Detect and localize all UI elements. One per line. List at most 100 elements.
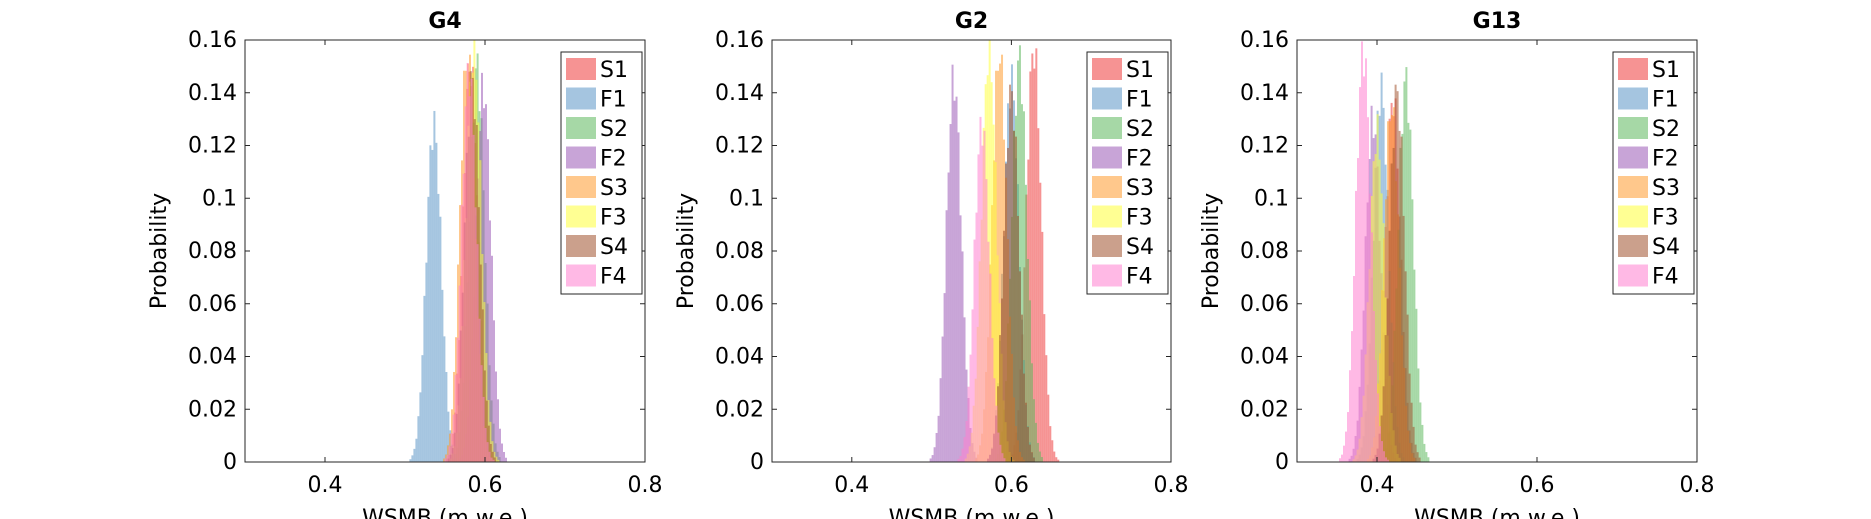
legend-swatch-f3 (566, 205, 596, 228)
histogram-bar (1024, 402, 1027, 462)
legend-swatch-s1 (566, 58, 596, 80)
histogram-bar (456, 337, 459, 462)
x-tick-label: 0.4 (308, 473, 343, 498)
histogram-bar (992, 124, 995, 463)
y-tick-label: 0.16 (188, 28, 237, 53)
histogram-bar (1026, 426, 1029, 462)
legend-swatch-f2 (1618, 146, 1648, 169)
histogram-bar (1394, 84, 1397, 462)
histogram-bar (1035, 48, 1038, 462)
histogram-bar (1371, 232, 1373, 462)
legend-label: S2 (1652, 117, 1680, 142)
y-tick-label: 0.06 (715, 292, 764, 317)
histogram-bar (1028, 444, 1031, 462)
histogram-bar (1419, 402, 1422, 462)
histogram-bar (933, 447, 936, 462)
histogram-bar (1355, 190, 1357, 462)
histogram-bar (439, 216, 442, 462)
histogram-bar (1349, 370, 1351, 462)
histogram-bar (419, 392, 422, 462)
histogram-bar (961, 448, 964, 462)
histogram-bar (1003, 458, 1006, 462)
y-tick-label: 0.04 (1240, 345, 1289, 370)
histogram-bar (1031, 53, 1034, 462)
histogram-bar (1022, 373, 1025, 462)
histogram-bar (499, 428, 501, 462)
histogram-bar (479, 264, 482, 462)
histogram-bar (1382, 386, 1385, 462)
histogram-bar (947, 172, 950, 462)
legend-swatch-s4 (1092, 235, 1122, 257)
histogram-bar (444, 458, 447, 462)
legend-label: F2 (1126, 147, 1153, 172)
histogram-bar (1367, 117, 1369, 462)
histogram-bar (1406, 314, 1409, 462)
legend-swatch-f3 (1092, 205, 1122, 228)
histogram-bar (458, 285, 461, 462)
legend-swatch-f1 (1092, 87, 1122, 110)
histogram-bar (989, 273, 992, 462)
histogram-bar (1392, 147, 1395, 462)
histogram-bar (957, 132, 960, 462)
histogram-bar (487, 139, 489, 463)
histogram-bar (437, 193, 440, 462)
histogram-bar (963, 317, 966, 462)
histogram-bar (462, 173, 465, 462)
histogram-bar (1353, 276, 1355, 462)
histogram-bar (1427, 457, 1430, 462)
histogram-bar (965, 421, 968, 462)
x-tick-label: 0.8 (1154, 473, 1189, 498)
histogram-bar (474, 207, 477, 462)
histogram-bar (1383, 451, 1385, 462)
legend-label: F1 (600, 88, 627, 113)
histogram-bar (1388, 230, 1391, 462)
legend-swatch-s2 (1618, 117, 1648, 139)
histogram-bar (965, 369, 968, 462)
y-tick-label: 0.16 (715, 28, 764, 53)
legend-label: F1 (1126, 88, 1153, 113)
histogram-bar (460, 204, 463, 462)
legend-swatch-s4 (1618, 235, 1648, 257)
histogram-bar (1057, 459, 1060, 462)
histogram-bar (489, 421, 492, 462)
histogram-bar (1379, 426, 1381, 462)
histogram-bar (446, 455, 449, 462)
histogram-bar (1028, 300, 1031, 462)
histogram-bar (959, 455, 962, 462)
histogram-bar (483, 108, 485, 463)
histogram-bar (413, 448, 416, 462)
histogram-bar (1411, 199, 1414, 462)
histogram-bar (941, 336, 944, 462)
histogram-bar (973, 239, 976, 462)
histogram-bar (953, 100, 956, 462)
histogram-bar (1402, 215, 1405, 462)
histogram-bar (951, 64, 954, 463)
histogram-bar (1049, 426, 1052, 462)
legend-label: S3 (1126, 176, 1154, 201)
histogram-bar (1387, 121, 1389, 463)
histogram-bar (484, 428, 487, 462)
histogram-bar (1341, 454, 1343, 462)
histogram-bar (1339, 458, 1341, 462)
legend-label: S2 (600, 117, 628, 142)
histogram-bar (466, 62, 469, 462)
x-tick-label: 0.4 (1360, 473, 1395, 498)
histogram-bar (957, 458, 960, 462)
legend-swatch-s3 (1092, 176, 1122, 198)
legend-label: S1 (600, 58, 628, 83)
histogram-bar (468, 96, 471, 463)
histogram-bar (1037, 128, 1040, 462)
x-tick-label: 0.4 (834, 473, 869, 498)
histogram-bar (959, 215, 962, 462)
histogram-bar (939, 378, 942, 462)
legend-label: F3 (600, 206, 627, 231)
histogram-bar (443, 336, 446, 462)
histogram-bar (1018, 271, 1021, 462)
histogram-bar (1030, 363, 1033, 462)
y-tick-label: 0.14 (1240, 81, 1289, 106)
legend-swatch-f3 (1618, 205, 1648, 228)
histogram-bar (1045, 355, 1048, 462)
y-tick-label: 0.12 (1240, 134, 1289, 159)
chart-panel-g13: 0 0.02 0.04 0.06 0.08 0.1 0.12 0.14 0.16 0.4 0.6 0.… (1199, 9, 1715, 519)
legend-label: F2 (600, 147, 627, 172)
